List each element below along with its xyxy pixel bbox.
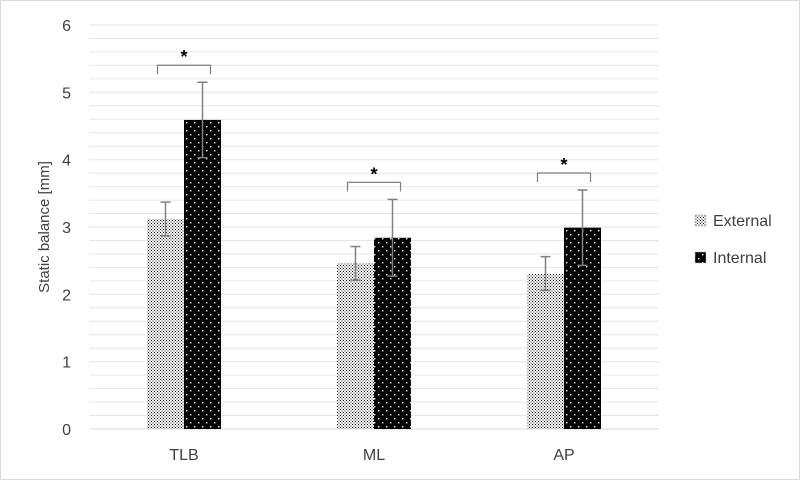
bar-internal [184, 119, 221, 429]
significance-bracket [536, 172, 592, 182]
bar-external [147, 218, 184, 429]
y-tick-label: 0 [62, 422, 71, 439]
legend-label-internal: Internal [713, 250, 766, 267]
y-tick-label: 3 [62, 220, 71, 237]
significance-bracket [346, 181, 402, 192]
y-tick-label: 4 [62, 153, 71, 170]
significance-annotations: * * * [156, 47, 592, 192]
bar-external [527, 273, 564, 429]
significance-star: * [180, 47, 187, 67]
y-axis-label: Static balance [mm] [36, 161, 53, 293]
legend: External Internal [694, 213, 772, 267]
x-tick-label: ML [363, 447, 385, 464]
significance-star: * [560, 155, 567, 175]
y-tick-label: 1 [62, 355, 71, 372]
bar-external [337, 263, 374, 429]
significance-star: * [370, 164, 377, 184]
y-tick-label: 5 [62, 85, 71, 102]
significance-bracket [156, 64, 212, 75]
bars [147, 81, 601, 429]
x-tick-label: AP [553, 447, 574, 464]
legend-swatch-internal [694, 251, 707, 264]
legend-swatch-external [694, 214, 707, 227]
legend-label-external: External [713, 213, 772, 230]
y-tick-label: 2 [62, 287, 71, 304]
y-tick-label: 6 [62, 18, 71, 35]
x-tick-label: TLB [169, 447, 198, 464]
